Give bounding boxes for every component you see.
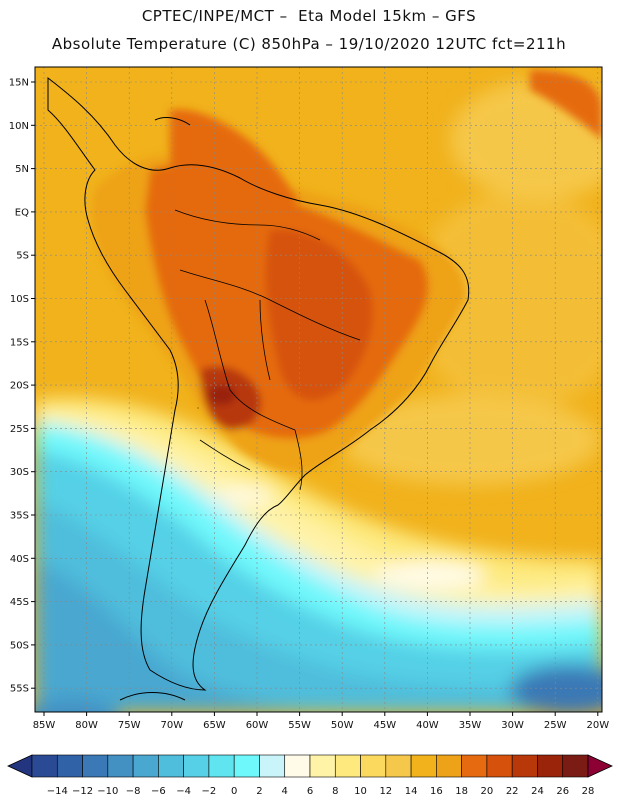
colorbar-swatch	[562, 754, 589, 778]
lat-label: 40S	[10, 554, 29, 565]
colorbar-swatch	[511, 754, 538, 778]
colorbar-label: 24	[531, 786, 544, 797]
colorbar-labels: −14 −12 −10 −8 −6 −4 −2 0 2 4 6 8 10 12 14 16 18 20 22 24 26…	[47, 786, 595, 797]
colorbar-swatch	[461, 754, 488, 778]
lon-label: 55W	[288, 720, 311, 731]
colorbar-swatch	[360, 754, 387, 778]
colorbar-label: −14	[47, 786, 68, 797]
colorbar-swatch	[309, 754, 336, 778]
colorbar-swatch	[107, 754, 134, 778]
lat-label: 35S	[10, 511, 29, 522]
colorbar-label: 18	[455, 786, 468, 797]
lat-label: 50S	[10, 640, 29, 651]
colorbar-label: 6	[307, 786, 313, 797]
lon-label: 30W	[501, 720, 524, 731]
lat-label: 30S	[10, 467, 29, 478]
lon-label: 65W	[203, 720, 226, 731]
latitude-labels: 15N 10N 5N EQ 5S 10S 15S 20S 25S 30S 35S 40S 45S 50S 5…	[9, 78, 35, 695]
colorbar-swatch	[334, 754, 361, 778]
colorbar-label: 10	[354, 786, 367, 797]
colorbar-label: 20	[481, 786, 494, 797]
lat-label: 10N	[9, 121, 29, 132]
lon-label: 45W	[373, 720, 396, 731]
lat-label: 20S	[10, 381, 29, 392]
colorbar-swatch	[82, 754, 109, 778]
lon-label: 25W	[544, 720, 567, 731]
colorbar-label: 0	[231, 786, 237, 797]
lat-label: EQ	[15, 207, 29, 218]
coastlines	[47, 76, 470, 701]
lon-label: 60W	[246, 720, 269, 731]
lat-label: 15S	[10, 337, 29, 348]
colorbar-label: −6	[151, 786, 166, 797]
longitude-labels: 85W 80W 75W 70W 65W 60W 55W 50W 45W 40W 35W 30W 25W 2…	[33, 712, 609, 731]
lat-label: 45S	[10, 597, 29, 608]
lon-label: 40W	[416, 720, 439, 731]
title-line-1: CPTEC/INPE/MCT – Eta Model 15km – GFS	[141, 7, 477, 25]
lon-label: 75W	[118, 720, 141, 731]
colorbar-label: 16	[430, 786, 443, 797]
temperature-field	[35, 67, 602, 712]
lon-label: 35W	[459, 720, 482, 731]
colorbar-swatch	[208, 754, 235, 778]
colorbar-swatch	[183, 754, 210, 778]
colorbar-label: 26	[556, 786, 569, 797]
colorbar	[7, 754, 613, 778]
colorbar-label: 22	[506, 786, 519, 797]
lon-label: 20W	[586, 720, 609, 731]
colorbar-swatch	[132, 754, 159, 778]
title-line-2: Absolute Temperature (C) 850hPa – 19/10/…	[51, 35, 567, 53]
colorbar-swatch	[31, 754, 58, 778]
colorbar-label: −12	[72, 786, 93, 797]
colorbar-label: −4	[176, 786, 191, 797]
colorbar-label: 4	[282, 786, 288, 797]
colorbar-left-arrow	[7, 754, 33, 778]
colorbar-swatch	[259, 754, 286, 778]
colorbar-label: 28	[582, 786, 595, 797]
colorbar-label: 14	[405, 786, 418, 797]
lon-label: 50W	[331, 720, 354, 731]
colorbar-label: 12	[379, 786, 392, 797]
colorbar-label: −8	[126, 786, 141, 797]
colorbar-swatch	[56, 754, 83, 778]
colorbar-swatch	[486, 754, 513, 778]
country-borders	[174, 209, 361, 491]
colorbar-swatch	[233, 754, 260, 778]
colorbar-label: 8	[332, 786, 338, 797]
colorbar-right-arrow	[587, 754, 613, 778]
lat-label: 25S	[10, 424, 29, 435]
colorbar-swatch	[537, 754, 564, 778]
lat-label: 5S	[16, 251, 29, 262]
lat-label: 15N	[9, 78, 29, 89]
colorbar-swatch	[284, 754, 311, 778]
lat-label: 55S	[10, 684, 29, 695]
map-frame	[34, 66, 603, 713]
lon-label: 80W	[75, 720, 98, 731]
lat-label: 10S	[10, 294, 29, 305]
lat-label: 5N	[15, 164, 29, 175]
colorbar-swatch	[385, 754, 412, 778]
lon-label: 70W	[160, 720, 183, 731]
colorbar-label: −10	[97, 786, 118, 797]
colorbar-swatch	[158, 754, 184, 778]
colorbar-swatch	[436, 754, 462, 778]
lon-label: 85W	[33, 720, 56, 731]
colorbar-label: 2	[256, 786, 262, 797]
colorbar-swatch	[410, 754, 437, 778]
colorbar-label: −2	[202, 786, 217, 797]
